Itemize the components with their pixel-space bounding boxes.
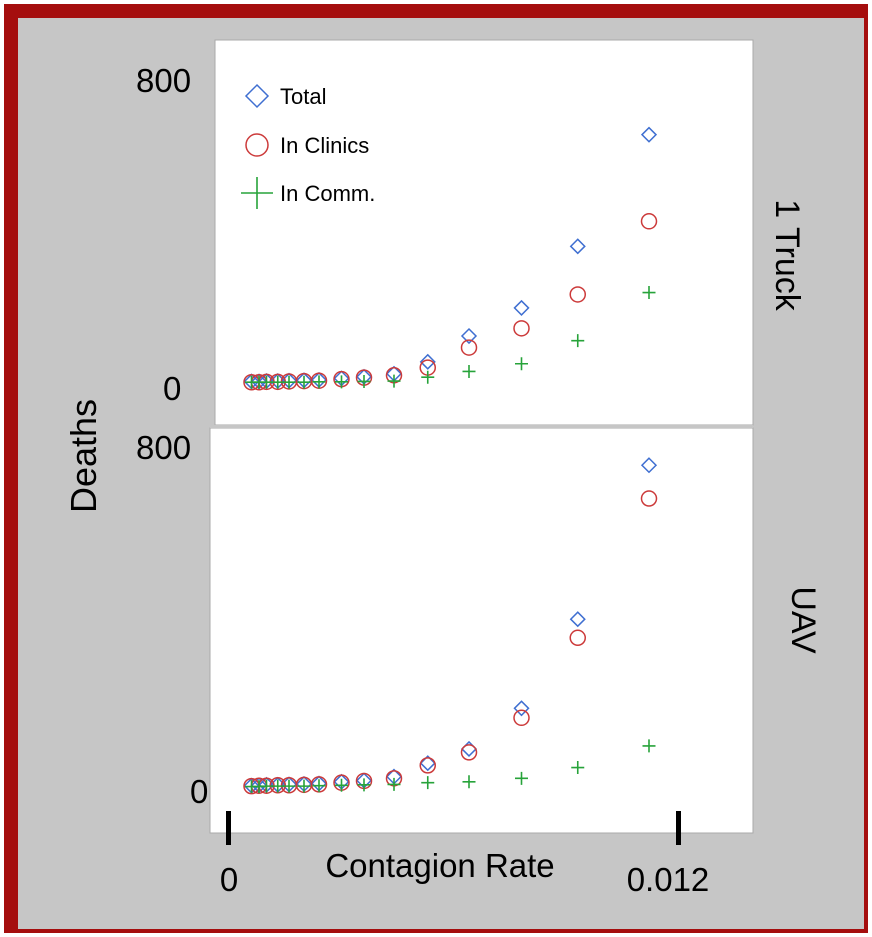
point-1-truck-in-comm-9 [387,374,401,388]
point-uav-total-14 [640,457,658,474]
point-uav-total-10 [419,755,436,772]
point-1-truck-in-comm-4 [282,375,296,389]
point-1-truck-total-12 [513,299,530,316]
point-1-truck-in-comm-12 [515,357,528,371]
point-1-truck-total-11 [460,327,478,345]
point-uav-in-comm-11 [462,775,476,789]
point-uav-in-comm-9 [387,777,401,791]
point-1-truck-in-clinics-12 [513,320,530,337]
panel-title-uav: UAV [784,586,822,654]
point-1-truck-in-comm-6 [312,375,326,389]
point-uav-in-comm-7 [335,778,348,792]
panel-uav-background [209,427,754,834]
point-1-truck-in-comm-8 [357,374,371,388]
point-uav-in-comm-5 [297,779,311,793]
panel-title-1-truck: 1 Truck [768,199,806,311]
legend: Total In Clinics In Comm. [241,83,375,209]
point-uav-in-comm-10 [421,776,435,790]
point-uav-in-clinics-10 [419,757,436,774]
y-tick-label-max-bottom: 800 [136,429,191,466]
point-1-truck-in-comm-5 [297,375,311,389]
point-uav-total-13 [569,611,586,628]
point-uav-in-comm-3 [271,779,285,793]
panel-separator [210,425,753,428]
y-tick-label-min-top: 0 [163,370,181,407]
point-1-truck-total-10 [419,353,436,370]
point-uav-total-12 [513,700,530,717]
point-1-truck-in-comm-2 [260,375,273,389]
point-uav-in-comm-8 [357,778,371,792]
point-1-truck-total-14 [640,126,658,143]
y-tick-label-max-top: 800 [136,62,191,99]
point-uav-in-clinics-11 [460,744,478,761]
point-uav-in-comm-12 [515,771,528,785]
point-1-truck-in-comm-11 [462,364,476,378]
legend-label-in-clinics: In Clinics [280,133,369,158]
point-uav-in-clinics-3 [269,777,286,794]
point-uav-in-clinics-14 [640,490,658,507]
point-1-truck-in-comm-14 [642,286,656,300]
point-1-truck-in-clinics-14 [640,213,658,230]
point-uav-in-comm-14 [642,739,656,753]
y-tick-label-min-bottom: 0 [190,773,208,810]
x-axis-label: Contagion Rate [325,847,554,884]
legend-markers [241,83,273,209]
point-1-truck-in-comm-13 [571,334,585,348]
point-uav-in-clinics-13 [569,629,586,647]
point-uav-in-comm-13 [571,761,585,775]
legend-marker-in-clinics [245,133,269,157]
y-axis-label: Deaths [63,399,104,513]
point-1-truck-in-clinics-11 [460,339,478,356]
point-uav-in-clinics-12 [513,709,530,727]
point-uav-in-comm-2 [260,779,273,793]
point-uav-in-comm-6 [312,779,326,793]
x-tick-label-max: 0.012 [627,861,710,898]
legend-label-total: Total [280,84,326,109]
point-1-truck-in-comm-10 [421,370,435,384]
point-1-truck-in-clinics-13 [569,286,586,303]
point-1-truck-in-comm-3 [271,375,285,389]
x-tick-label-min: 0 [220,861,238,898]
point-uav-in-comm-4 [282,779,296,793]
point-1-truck-total-13 [569,238,586,255]
x-tick-mark-min [226,811,231,845]
chart-marks [243,126,658,795]
x-tick-mark-max [676,811,681,845]
legend-label-in-comm: In Comm. [280,181,375,206]
legend-marker-in-comm [241,177,273,209]
point-1-truck-in-comm-7 [335,375,348,389]
legend-marker-total [244,83,270,109]
